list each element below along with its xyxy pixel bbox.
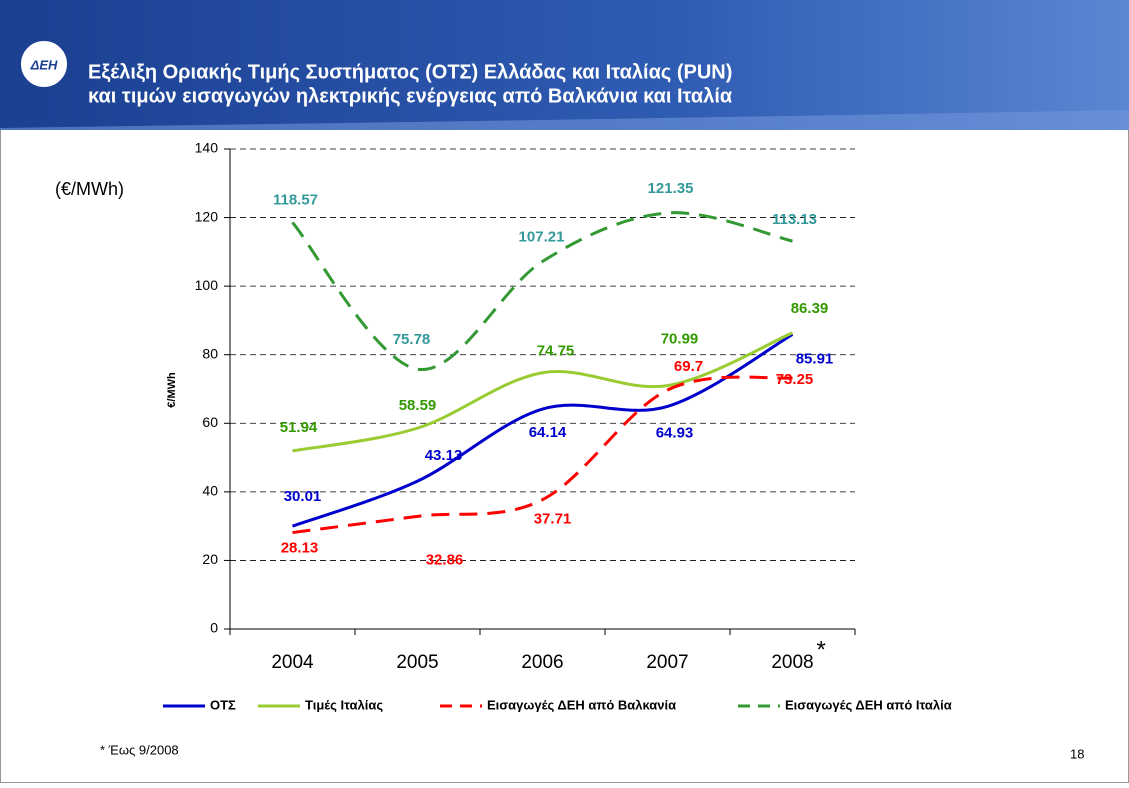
data-label: 86.39 [791,300,829,317]
title-line: και τιμών εισαγωγών ηλεκτρικής ενέργειας… [88,85,733,107]
data-label: 64.14 [529,424,567,441]
data-label: 51.94 [280,419,318,436]
data-label: 58.59 [399,397,437,414]
y-tick-label: 0 [210,620,218,636]
data-label: 75.78 [393,331,431,348]
data-label: 70.99 [661,331,699,348]
y-tick-label: 100 [195,277,219,293]
series-line [291,211,793,371]
data-label: 73.25 [776,371,814,388]
y-tick-label: 120 [195,208,219,224]
y-axis-label: €/MWh [166,372,178,408]
data-label: 85.91 [796,350,834,367]
legend-label: Τιμές Ιταλίας [305,697,383,712]
title-line: Εξέλιξη Οριακής Τιμής Συστήματος (ΟΤΣ) Ε… [88,61,732,83]
y-tick-label: 60 [202,414,218,430]
x-tick-label: 2006 [521,652,563,673]
y-tick-label: 20 [202,551,218,567]
x-tick-label: 2008 [771,652,813,673]
unit-note: (€/MWh) [55,179,124,199]
plot: 0 20 40 60 80 100 120 140 2004 2005 2006 2007 2008 * 3… [163,140,952,712]
x-tick-label: 2007 [646,652,688,673]
legend-label: Εισαγωγές ΔΕΗ από Ιταλία [785,697,952,712]
series-line [292,375,793,535]
y-tick-label: 140 [195,140,219,156]
data-label: 64.93 [656,424,694,441]
legend-label: Εισαγωγές ΔΕΗ από Βαλκανία [487,697,676,712]
logo-text: ΔΕΗ [30,57,58,72]
header-wedge [0,110,1129,130]
logo [19,39,69,89]
page-number: 18 [1070,746,1084,761]
data-label: 107.21 [519,228,565,245]
data-label: 74.75 [537,343,575,360]
series-line [291,333,794,528]
data-label: 69.7 [674,358,703,375]
data-label: 37.71 [534,511,572,528]
y-tick-label: 40 [202,483,218,499]
x-tick-label: 2005 [396,652,438,673]
header-band [0,0,1129,130]
x-tick-label: 2004 [271,652,314,673]
footnote: * Έως 9/2008 [100,742,179,757]
legend-label: ΟΤΣ [210,697,236,712]
data-label: 118.57 [273,191,318,208]
data-label: 30.01 [284,488,322,505]
data-label: 43.13 [425,447,463,464]
y-tick-label: 80 [202,345,218,361]
data-label: 121.35 [648,180,694,197]
data-label: 28.13 [281,540,319,557]
category-mark: * [817,636,826,663]
series-line [292,331,794,453]
data-label: 32.86 [426,551,464,568]
data-label: 113.13 [772,211,817,228]
